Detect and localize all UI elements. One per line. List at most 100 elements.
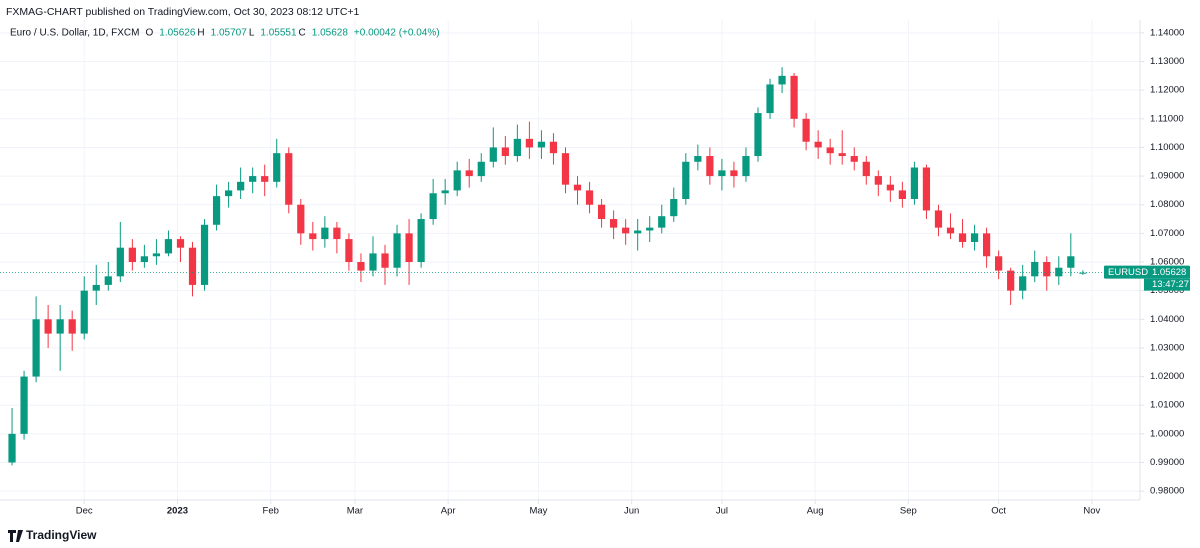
brand: TradingView	[8, 528, 97, 542]
symbol: Euro / U.S. Dollar, 1D, FXCM	[10, 28, 139, 39]
candle-body	[369, 253, 377, 271]
x-tick-label: Apr	[441, 506, 456, 517]
candle-body	[1031, 262, 1039, 277]
candle-body	[200, 224, 209, 285]
candle-body	[489, 147, 497, 162]
y-tick-label: 1.09000	[1150, 171, 1184, 182]
x-tick-label: 2023	[167, 506, 188, 517]
y-tick-label: 1.05000	[1150, 285, 1184, 296]
candle-body	[249, 176, 257, 182]
candle-body	[597, 204, 606, 220]
candle-body	[585, 190, 594, 205]
candle-body	[309, 233, 317, 240]
candle-body	[188, 247, 197, 285]
candle-body	[273, 153, 281, 182]
candle-body	[261, 176, 269, 182]
candle-body	[8, 433, 16, 463]
y-tick-label: 1.01000	[1150, 400, 1184, 411]
candle-body	[814, 141, 822, 148]
candle-body	[1067, 256, 1075, 268]
candle-body	[297, 204, 305, 234]
candle-body	[128, 247, 136, 263]
y-tick-label: 1.10000	[1150, 142, 1184, 153]
candle-body	[525, 138, 534, 148]
candle-body	[32, 319, 40, 377]
x-tick-label: Jul	[716, 506, 728, 517]
candle-body	[549, 141, 558, 154]
open-value: 1.05626	[159, 28, 196, 39]
open-label: O	[145, 28, 153, 39]
candle-body	[381, 253, 389, 268]
candle-body	[850, 156, 858, 162]
candle-body	[405, 233, 413, 263]
candle-body	[1019, 276, 1027, 291]
x-tick-label: Feb	[263, 506, 279, 517]
countdown-tag	[1144, 278, 1190, 291]
candle-body	[285, 153, 293, 205]
candle-body	[754, 113, 762, 157]
change: +0.00042 (+0.04%)	[354, 28, 440, 39]
candle-body	[826, 147, 834, 154]
candle-body	[682, 161, 690, 199]
candle-body	[92, 284, 100, 291]
candle-body	[622, 227, 630, 234]
candle-body	[321, 227, 329, 240]
candle-body	[995, 256, 1003, 271]
candle-body	[1055, 267, 1063, 277]
candle-body	[970, 233, 979, 242]
y-tick-label: 1.04000	[1150, 314, 1184, 325]
candle-body	[501, 147, 509, 157]
y-tick-label: 1.11000	[1150, 113, 1184, 124]
x-tick-label: May	[529, 506, 547, 517]
candle-body	[357, 262, 365, 271]
candle-body	[224, 190, 233, 197]
candle-body	[898, 190, 906, 199]
candle-body	[634, 230, 642, 234]
y-tick-label: 1.14000	[1150, 27, 1184, 38]
candle-body	[922, 167, 931, 211]
candle-body	[862, 161, 870, 177]
legend: Euro / U.S. Dollar, 1D, FXCM O 1.05626 H…	[10, 28, 440, 39]
x-tick-label: Oct	[991, 506, 1006, 517]
candle-body	[886, 184, 894, 191]
close-label: C	[299, 28, 306, 39]
y-tick-label: 0.98000	[1150, 486, 1184, 497]
candle-body	[610, 219, 618, 228]
candle-body	[646, 227, 654, 231]
candle-body	[44, 319, 52, 334]
candle-body	[140, 256, 148, 263]
candle-body	[1007, 270, 1015, 291]
low-value: 1.05551	[260, 28, 297, 39]
candle-body	[718, 170, 726, 177]
x-tick-label: Sep	[900, 506, 917, 517]
price-tag	[1104, 265, 1190, 279]
x-tick-label: Nov	[1083, 506, 1100, 517]
candle-body	[658, 216, 666, 228]
candle-body	[345, 239, 353, 263]
price-tag-value: 1.05628	[1152, 267, 1186, 278]
candle-body	[790, 75, 798, 119]
y-tick-label: 1.03000	[1150, 342, 1184, 353]
candle-body	[104, 276, 112, 285]
candle-body	[465, 170, 473, 177]
x-tick-label: Jun	[624, 506, 639, 517]
candle-body	[958, 233, 967, 242]
candle-body	[164, 239, 173, 254]
candle-body	[706, 156, 714, 177]
candle-body	[670, 198, 678, 217]
candle-body	[20, 376, 28, 434]
candle-body	[766, 84, 774, 114]
candle-body	[417, 219, 425, 263]
x-tick-label: Mar	[347, 506, 363, 517]
candle-body	[116, 247, 124, 277]
candle-body	[838, 153, 846, 157]
brand-logo	[8, 530, 23, 542]
grid	[0, 20, 1140, 500]
candle-body	[537, 141, 546, 148]
candle-body	[561, 153, 570, 185]
candle-body	[80, 290, 88, 334]
candle-body	[1079, 272, 1087, 274]
x-tick-label: Dec	[76, 506, 93, 517]
